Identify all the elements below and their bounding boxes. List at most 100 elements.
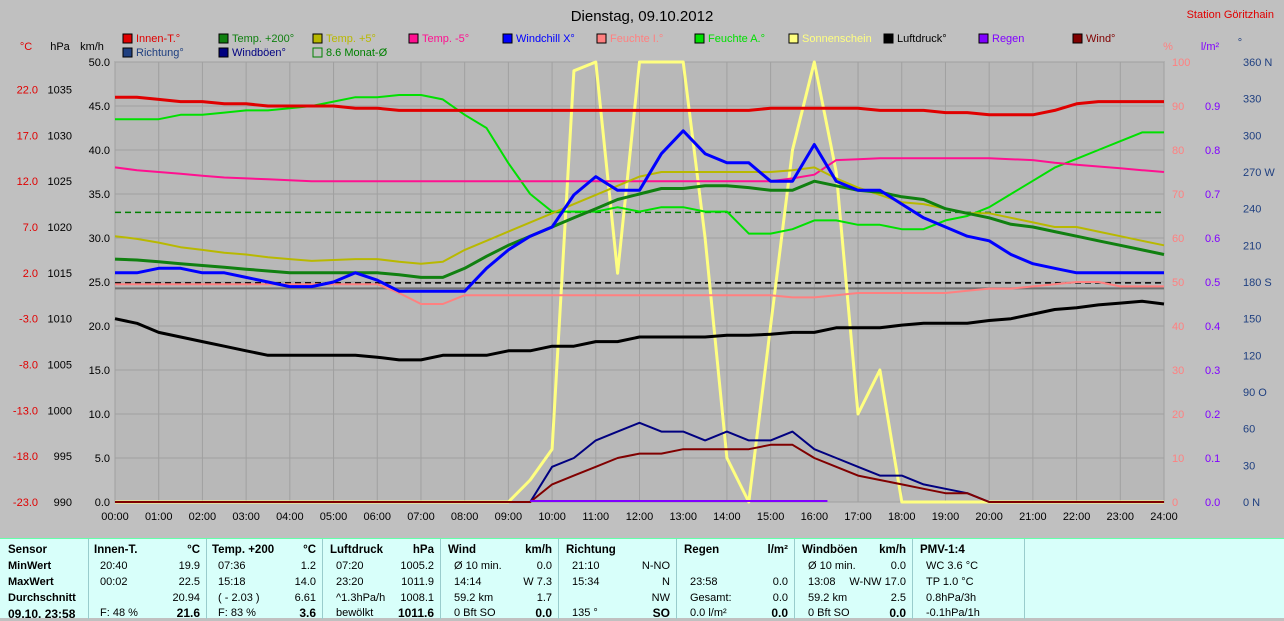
- x-tick-label: 24:00: [1150, 511, 1178, 523]
- cell-label: Ø 10 min.: [454, 560, 502, 572]
- col-windboen: Windböen km/h Ø 10 min. 0.0 13:08 W-NW 17.0 59…: [802, 539, 908, 620]
- y-tick-kmh: 15.0: [89, 365, 110, 377]
- divider: [558, 539, 559, 619]
- cell-value: N-NO: [641, 560, 670, 572]
- y-tick-celsius: 22.0: [17, 85, 38, 97]
- y-tick-lm2: 0.8: [1205, 145, 1220, 157]
- y-tick-kmh: 0.0: [95, 497, 110, 509]
- legend-swatch: [312, 33, 323, 44]
- cell-label: bewölkt: [336, 607, 374, 619]
- y-tick-kmh: 45.0: [89, 101, 110, 113]
- legend-label: Innen-T.°: [136, 33, 180, 45]
- cell-label: ^1.3hPa/h: [336, 592, 386, 604]
- legend-label: Wind°: [1086, 33, 1115, 45]
- row-label: MaxWert: [8, 576, 54, 588]
- cell-label: Gesamt:: [690, 592, 732, 604]
- y-tick-percent: 100: [1172, 57, 1190, 69]
- cell-value: 3.6: [299, 606, 316, 620]
- y-tick-celsius: -8.0: [19, 360, 38, 372]
- cell-value: 1008.1: [400, 592, 434, 604]
- col-regen: Regen l/m² 23:58 0.0 Gesamt: 0.0 0.0 l/m² 0.0: [684, 539, 790, 620]
- cell-label: ( - 2.03 ): [218, 592, 260, 604]
- y-tick-deg: 330: [1243, 94, 1261, 106]
- y-tick-lm2: 0.2: [1205, 409, 1220, 421]
- cell-label: 15:18: [218, 576, 246, 588]
- legend-swatch: [694, 33, 705, 44]
- cell-value: 0.0: [889, 606, 906, 620]
- divider: [794, 539, 795, 619]
- x-tick-label: 06:00: [363, 511, 391, 523]
- divider: [206, 539, 207, 619]
- cell-label: 20:40: [100, 560, 128, 572]
- cell-label: 59.2 km: [808, 592, 848, 604]
- col-pmv: PMV-1:4 WC 3.6 °C TP 1.0 °C 0.8hPa/3h -0.1hP…: [920, 539, 1020, 619]
- cell-label: 13:08: [808, 576, 836, 588]
- y-tick-lm2: 0.9: [1205, 101, 1220, 113]
- divider: [440, 539, 441, 619]
- station-name: Station Göritzhain: [1187, 9, 1274, 21]
- y-tick-celsius: 2.0: [23, 268, 38, 280]
- legend-swatch: [1072, 33, 1083, 44]
- cell-value: 21.6: [176, 606, 200, 620]
- x-tick-label: 22:00: [1063, 511, 1091, 523]
- cell-label: 59.2 km: [454, 592, 494, 604]
- x-tick-label: 15:00: [757, 511, 785, 523]
- x-tick-label: 21:00: [1019, 511, 1047, 523]
- cell-label: 0.0 l/m²: [690, 607, 727, 619]
- col-unit: km/h: [879, 544, 906, 556]
- y-tick-deg: 120: [1243, 350, 1261, 362]
- cell-value: WC 3.6 °C: [926, 560, 979, 572]
- legend-label: Feuchte I.°: [610, 33, 663, 45]
- cell-value: 1011.6: [397, 606, 434, 620]
- unit-hpa: hPa: [50, 41, 70, 53]
- x-tick-label: 23:00: [1107, 511, 1135, 523]
- divider: [1024, 539, 1025, 619]
- y-tick-deg: 180 S: [1243, 277, 1272, 289]
- unit-percent: %: [1163, 41, 1173, 53]
- y-tick-lm2: 0.1: [1205, 453, 1220, 465]
- y-tick-hpa: 1030: [48, 130, 72, 142]
- y-tick-hpa: 1025: [48, 176, 72, 188]
- cell-value: 1.2: [300, 560, 316, 572]
- cell-label: 0 Bft SO: [454, 607, 496, 619]
- cell-value: 22.5: [178, 576, 200, 588]
- series-group: [114, 60, 1165, 504]
- y-tick-deg: 240: [1243, 204, 1261, 216]
- legend-swatch: [312, 47, 323, 58]
- y-tick-hpa: 1015: [48, 268, 72, 280]
- col-header: Sensor: [8, 544, 47, 556]
- series-line: [115, 94, 1164, 235]
- legend-swatch: [883, 33, 894, 44]
- cell-label: 135 °: [572, 607, 598, 619]
- x-tick-label: 13:00: [669, 511, 697, 523]
- x-tick-label: 07:00: [407, 511, 435, 523]
- col-header: Temp. +200: [212, 544, 275, 556]
- x-tick-label: 01:00: [145, 511, 173, 523]
- col-temp200: Temp. +200 °C 07:36 1.2 15:18 14.0 ( - 2.03 ) 6…: [212, 539, 318, 620]
- legend-swatch: [596, 33, 607, 44]
- y-tick-kmh: 10.0: [89, 409, 110, 421]
- series-line: [114, 166, 1165, 265]
- y-tick-celsius: -18.0: [13, 451, 38, 463]
- y-tick-percent: 30: [1172, 365, 1184, 377]
- series-line: [115, 443, 1164, 503]
- unit-celsius: °C: [20, 41, 32, 53]
- y-tick-percent: 40: [1172, 321, 1184, 333]
- cell-value: N: [662, 576, 670, 588]
- unit-kmh: km/h: [80, 41, 104, 53]
- y-tick-celsius: -3.0: [19, 314, 38, 326]
- divider: [322, 539, 323, 619]
- legend-swatch: [122, 33, 133, 44]
- legend-swatch: [408, 33, 419, 44]
- cell-value: 0.8hPa/3h: [926, 592, 977, 604]
- y-tick-lm2: 0.4: [1205, 321, 1220, 333]
- axis-unit-labels: °C hPa km/h % l/m² °: [20, 37, 1242, 53]
- x-tick-label: 04:00: [276, 511, 304, 523]
- y-tick-deg: 300: [1243, 130, 1261, 142]
- cell-value: 0.0: [890, 560, 906, 572]
- legend-swatch: [502, 33, 513, 44]
- y-tick-deg: 270 W: [1243, 167, 1275, 179]
- stats-table: Sensor MinWert MaxWert Durchschnitt 09.1…: [0, 538, 1284, 621]
- legend-swatch: [978, 33, 989, 44]
- cell-value: 0.0: [772, 576, 788, 588]
